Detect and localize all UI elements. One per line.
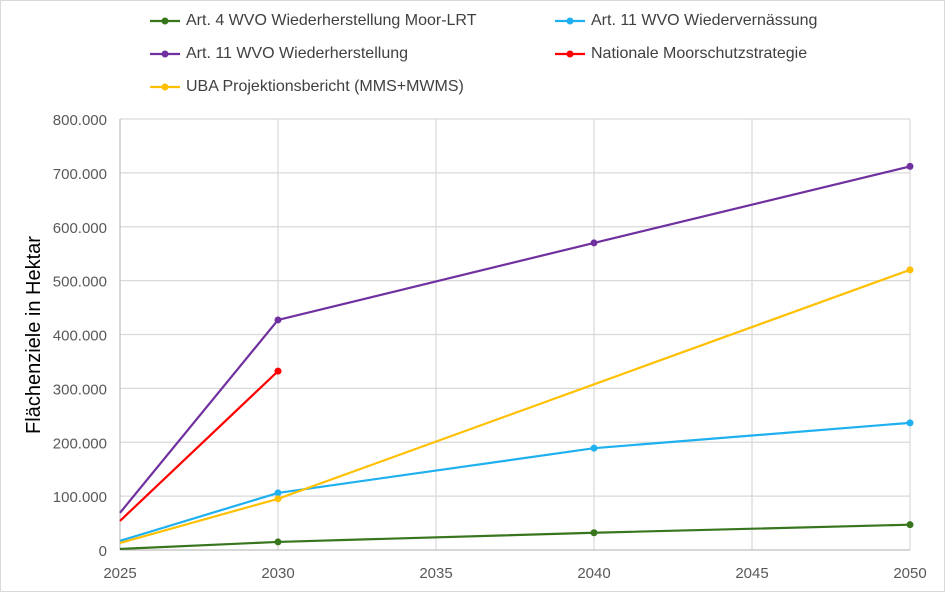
legend-marker-icon [150,83,180,91]
series-line [119,268,911,545]
legend-marker-icon [150,50,180,58]
legend-item: Art. 4 WVO Wiederherstellung Moor-LRT [150,12,476,30]
y-tick-label: 400.000 [53,328,107,345]
x-tick-label: 2035 [419,565,452,582]
data-point [906,521,914,529]
data-point [906,419,914,427]
y-tick-label: 100.000 [53,489,107,506]
data-point [274,489,282,497]
series-line [119,165,911,514]
data-point [590,529,598,537]
y-tick-label: 700.000 [53,166,107,183]
legend-label: Art. 11 WVO Wiedervernässung [591,12,818,29]
y-tick-label: 600.000 [53,220,107,237]
y-tick-label: 300.000 [53,381,107,398]
y-tick-label: 200.000 [53,435,107,452]
y-tick-label: 0 [99,543,107,560]
series-line [119,421,911,542]
data-point [274,367,282,375]
legend-label: Art. 11 WVO Wiederherstellung [186,45,409,62]
legend-item: Art. 11 WVO Wiederherstellung [150,45,408,63]
x-tick-label: 2045 [735,565,768,582]
x-tick-label: 2040 [577,565,610,582]
data-point [274,495,282,503]
x-tick-label: 2025 [103,565,136,582]
legend-item: UBA Projektionsbericht (MMS+MWMS) [150,78,464,96]
legend-marker-icon [555,17,585,25]
data-point [590,444,598,452]
data-point [590,239,598,247]
series-line [119,370,279,522]
x-tick-label: 2050 [893,565,926,582]
data-point [274,538,282,546]
legend-label: Nationale Moorschutzstrategie [591,45,808,62]
series-line [119,523,911,551]
legend-item: Art. 11 WVO Wiedervernässung [555,12,817,30]
data-point [274,316,282,324]
legend-item: Nationale Moorschutzstrategie [555,45,807,63]
data-point [906,162,914,170]
legend-label: Art. 4 WVO Wiederherstellung Moor-LRT [186,12,477,29]
legend-marker-icon [150,17,180,25]
y-tick-label: 800.000 [53,112,107,129]
y-tick-label: 500.000 [53,274,107,291]
legend-label: UBA Projektionsbericht (MMS+MWMS) [186,78,464,95]
data-point [906,266,914,274]
legend-marker-icon [555,50,585,58]
y-axis-label: Flächenziele in Hektar [23,236,45,434]
x-tick-label: 2030 [261,565,294,582]
